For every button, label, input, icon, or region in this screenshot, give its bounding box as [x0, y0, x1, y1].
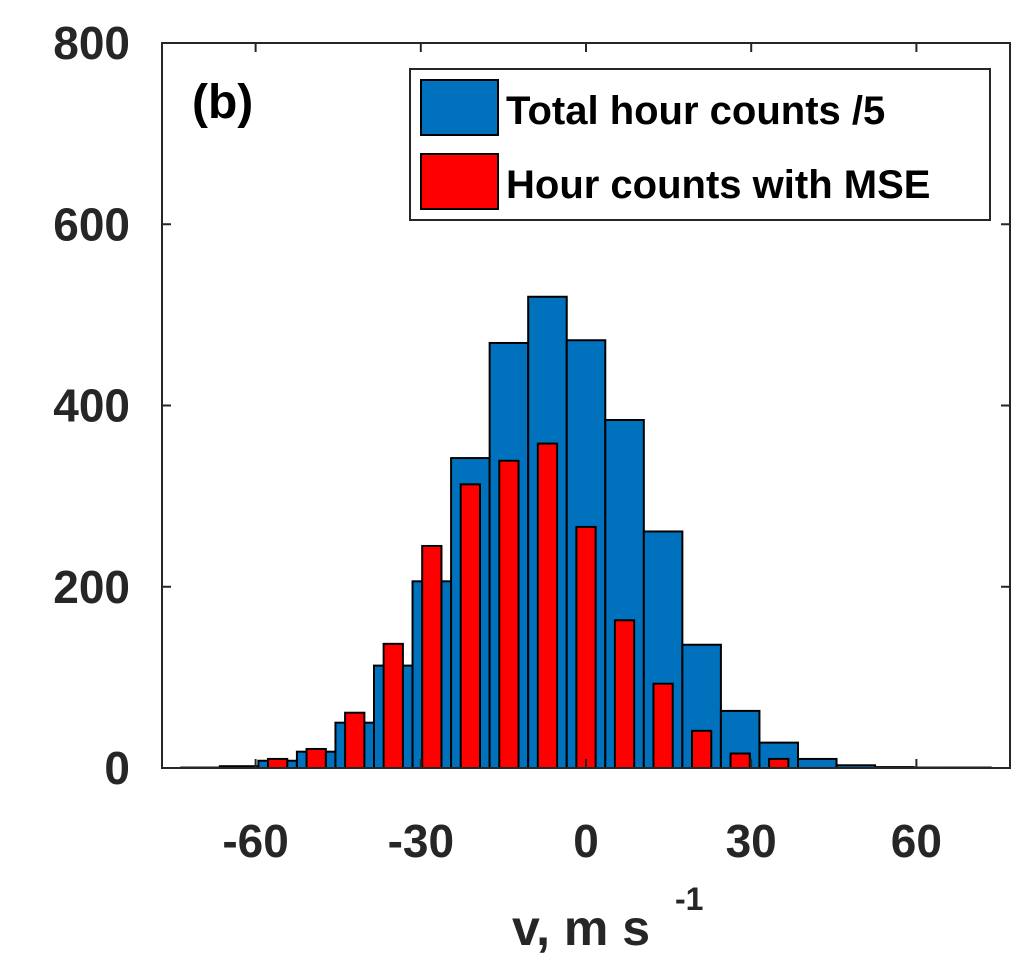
bar: [344, 711, 366, 769]
bar: [498, 459, 520, 769]
bar: [797, 757, 838, 769]
y-tick-label: 800: [53, 17, 130, 69]
y-tick-label: 600: [53, 198, 130, 250]
bar: [459, 483, 481, 769]
panel-label: (b): [192, 76, 253, 129]
legend-swatch-total-hour-counts: [420, 79, 499, 136]
x-axis-label: v, m s: [512, 900, 650, 956]
x-axis-label-superscript: -1: [675, 881, 703, 917]
bar: [575, 525, 597, 769]
y-tick-label: 400: [53, 380, 130, 432]
y-tick-labels: 0 200 400 600 800: [53, 17, 130, 794]
y-tick-label: 200: [53, 561, 130, 613]
bar: [267, 757, 289, 769]
legend-box: [409, 68, 991, 221]
legend-label-total-hour-counts: Total hour counts /5: [506, 89, 885, 133]
ticks-layer: [162, 42, 1010, 769]
x-tick-label: 30: [726, 815, 777, 867]
y-tick-label: 0: [104, 742, 130, 794]
bars-layer: [180, 295, 992, 769]
legend-label-hour-counts-with-mse: Hour counts with MSE: [506, 163, 930, 207]
bar: [305, 747, 327, 769]
x-tick-label: 0: [573, 815, 599, 867]
bar: [768, 757, 790, 769]
bar: [652, 682, 674, 769]
bar: [681, 643, 722, 769]
bar: [691, 729, 713, 769]
x-tick-label: -60: [222, 815, 288, 867]
x-tick-label: -30: [388, 815, 454, 867]
x-tick-labels: -60 -30 0 30 60: [222, 815, 942, 867]
bar: [613, 619, 636, 769]
bar: [382, 642, 404, 769]
legend: Total hour counts /5 Hour counts with MS…: [409, 68, 991, 221]
legend-swatch-hour-counts-with-mse: [420, 153, 499, 210]
bar: [729, 752, 751, 769]
bar: [536, 442, 559, 769]
series-1-bars: [267, 442, 790, 769]
x-tick-label: 60: [891, 815, 942, 867]
bar: [421, 544, 443, 769]
